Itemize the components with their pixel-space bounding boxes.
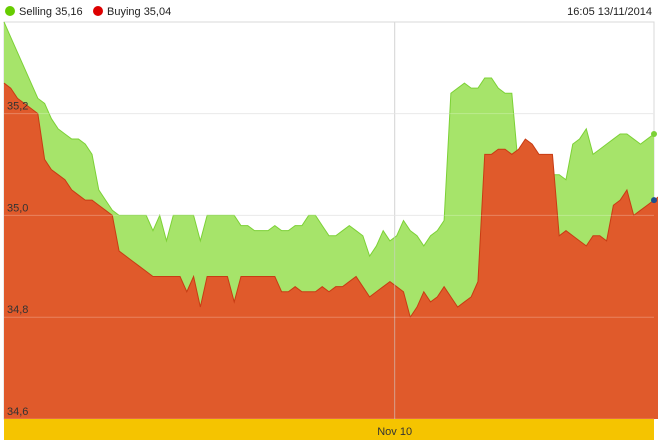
series-buying-area <box>4 83 658 419</box>
selling-end-marker <box>651 130 657 137</box>
x-tick-label-0: Nov 10 <box>377 426 412 438</box>
legend-selling-label: Selling 35,16 <box>19 6 83 18</box>
y-tick-label-2: 35,0 <box>7 202 28 214</box>
y-tick-label-1: 34,8 <box>7 304 28 316</box>
timestamp: 16:05 13/11/2014 <box>567 6 652 18</box>
y-tick-label-0: 34,6 <box>7 406 28 418</box>
legend-buying-dot <box>93 6 103 16</box>
series-buying-line <box>3 82 658 319</box>
y-tick-label-3: 35,2 <box>7 101 28 113</box>
buying-end-marker <box>651 197 657 204</box>
x-axis-band <box>4 419 654 440</box>
plot-area: 34,6 34,8 35,0 35,2 Nov 10 <box>3 21 658 440</box>
legend-selling-dot <box>5 6 15 16</box>
legend-buying-label: Buying 35,04 <box>107 6 171 18</box>
legend: Selling 35,16 Buying 35,04 <box>5 6 171 18</box>
